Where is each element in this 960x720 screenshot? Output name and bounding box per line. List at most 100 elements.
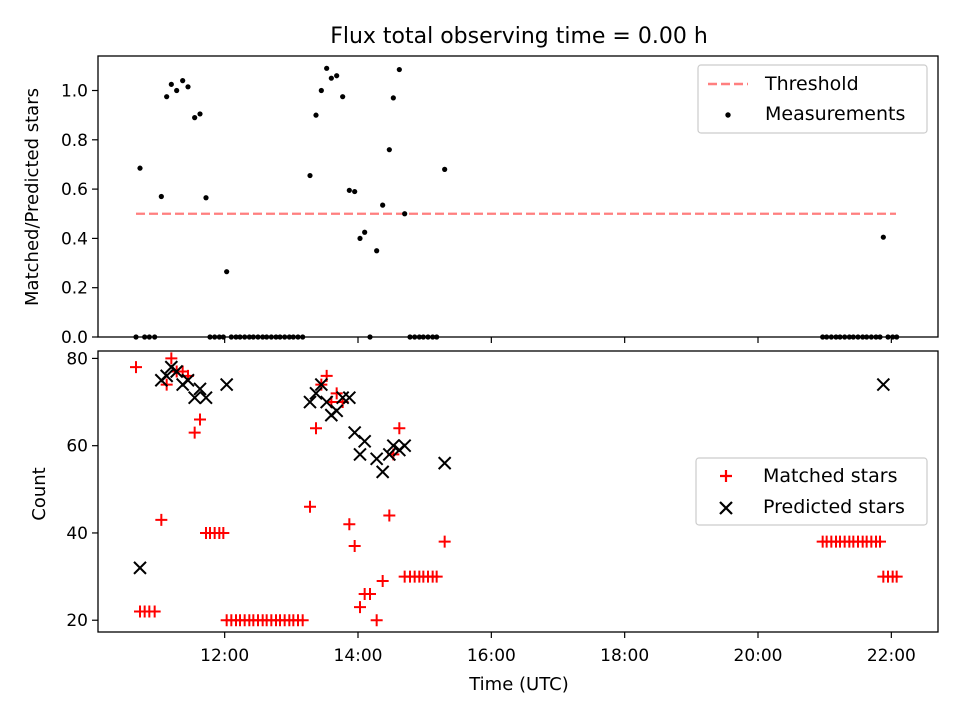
predicted-star-point	[342, 390, 357, 405]
matched-star-point	[874, 535, 886, 548]
measurement-point	[146, 334, 152, 340]
x-tick-label: 20:00	[734, 646, 783, 666]
measurement-point	[352, 188, 358, 195]
predicted-star-point	[193, 382, 207, 396]
measurement-point	[425, 334, 431, 340]
measurement-point	[264, 334, 270, 340]
bottom-data-marks	[130, 352, 903, 627]
x-tick-label: 16:00	[467, 646, 516, 666]
legend-matched-swatch	[720, 470, 732, 482]
measurement-point	[220, 334, 226, 340]
predicted-star-point	[397, 438, 412, 453]
top-y-tick-label: 1.0	[61, 82, 88, 102]
measurement-point	[374, 248, 380, 254]
measurement-point	[180, 78, 186, 84]
measurement-point	[877, 334, 883, 340]
matched-star-point	[370, 614, 383, 627]
matched-star-point	[343, 518, 356, 531]
measurement-point	[833, 334, 839, 340]
measurement-point	[868, 334, 874, 340]
measurement-point	[855, 334, 861, 340]
matched-star-point	[304, 500, 316, 513]
measurement-point	[890, 334, 896, 340]
bottom-legend-box	[695, 457, 928, 526]
x-tick-label: 22:00	[867, 646, 916, 666]
chart-title: Flux total observing time = 0.00 h	[330, 24, 708, 49]
legend-matched-label: Matched stars	[763, 465, 897, 487]
measurement-point	[137, 165, 143, 171]
measurement-point	[224, 269, 230, 275]
measurement-point	[850, 334, 856, 340]
top-legend: Threshold Measurements	[697, 64, 928, 134]
legend-measurements-swatch	[725, 112, 731, 118]
predicted-star-point	[169, 364, 184, 379]
matched-star-point	[383, 509, 396, 522]
measurement-point	[158, 193, 164, 200]
bottom-y-ticks: 20 40 60 80	[66, 349, 98, 631]
measurement-point	[233, 334, 239, 340]
measurement-point	[346, 187, 352, 193]
top-y-ticks: 0.0 0.2 0.4 0.6 0.8 1.0	[61, 82, 98, 348]
measurement-point	[367, 334, 373, 340]
measurement-point	[255, 334, 261, 340]
measurement-point	[420, 334, 426, 340]
predicted-star-point	[314, 377, 329, 392]
matched-star-point	[296, 614, 309, 627]
matched-star-point	[130, 361, 142, 374]
top-y-tick-label: 0.2	[61, 279, 88, 299]
measurement-point	[164, 94, 170, 100]
matched-star-point	[890, 570, 903, 583]
measurement-point	[212, 334, 218, 340]
measurement-point	[380, 202, 386, 208]
measurement-point	[442, 166, 448, 172]
legend-threshold-label: Threshold	[764, 73, 859, 95]
measurement-point	[860, 334, 866, 340]
measurement-point	[216, 334, 222, 340]
measurement-point	[324, 65, 330, 71]
measurement-point	[228, 334, 234, 340]
measurement-point	[192, 115, 198, 121]
predicted-star-point	[303, 395, 317, 409]
top-y-tick-label: 0.6	[61, 180, 88, 200]
measurement-point	[207, 334, 213, 340]
legend-predicted-label: Predicted stars	[763, 496, 905, 518]
measurement-point	[237, 334, 243, 340]
measurement-point	[286, 334, 292, 340]
matched-star-point	[364, 588, 376, 601]
measurement-point	[402, 211, 408, 217]
measurement-point	[362, 229, 368, 235]
measurement-point	[430, 334, 436, 340]
x-axis-label: Time (UTC)	[468, 674, 569, 695]
matched-star-point	[194, 413, 206, 426]
measurement-point	[307, 172, 313, 179]
predicted-star-point	[187, 390, 202, 405]
measurement-point	[864, 334, 870, 340]
measurement-point	[168, 81, 174, 87]
measurement-point	[340, 94, 346, 100]
measurement-point	[842, 334, 848, 340]
measurement-point	[894, 334, 900, 340]
legend-predicted-swatch	[719, 501, 733, 515]
measurement-point	[328, 75, 334, 81]
bottom-x-ticks: 12:00 14:00 16:00 18:00 20:00 22:00	[200, 632, 916, 666]
measurement-point	[390, 95, 396, 101]
top-plot-frame	[97, 55, 939, 338]
bottom-plot-frame	[97, 350, 939, 633]
measurement-point	[386, 147, 392, 153]
measurement-point	[282, 334, 288, 340]
top-y-tick-label: 0.4	[61, 229, 88, 249]
bottom-y-tick-label: 20	[66, 611, 88, 631]
measurement-point	[846, 334, 852, 340]
measurement-point	[203, 195, 209, 201]
measurement-point	[142, 334, 148, 340]
predicted-star-point	[375, 465, 390, 479]
measurement-point	[824, 334, 830, 340]
matched-star-point	[348, 540, 361, 553]
predicted-star-point	[219, 377, 234, 392]
matched-star-point	[354, 601, 366, 614]
predicted-star-point	[382, 447, 397, 462]
predicted-star-point	[309, 386, 323, 401]
measurement-point	[828, 334, 834, 340]
